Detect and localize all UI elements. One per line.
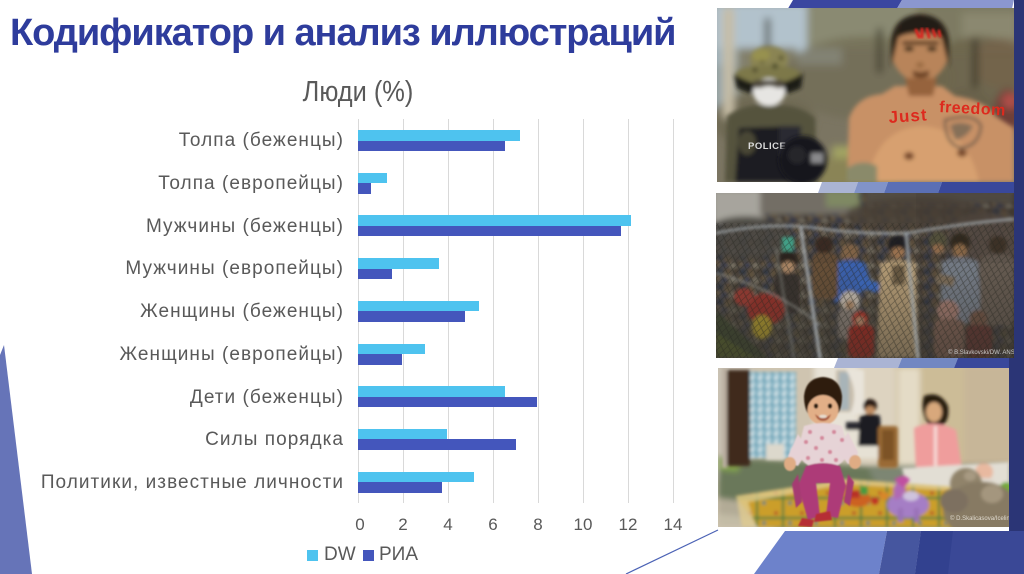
svg-text:Just: Just (888, 105, 928, 127)
svg-text:© B.Slavkovski/DW. ANS: © B.Slavkovski/DW. ANS (948, 349, 1014, 356)
svg-text:POLICE: POLICE (748, 141, 786, 152)
svg-text:© D.Skalicasova/Iceliner D: © D.Skalicasova/Iceliner D (950, 515, 1009, 522)
svg-text:freedom: freedom (939, 99, 1006, 119)
